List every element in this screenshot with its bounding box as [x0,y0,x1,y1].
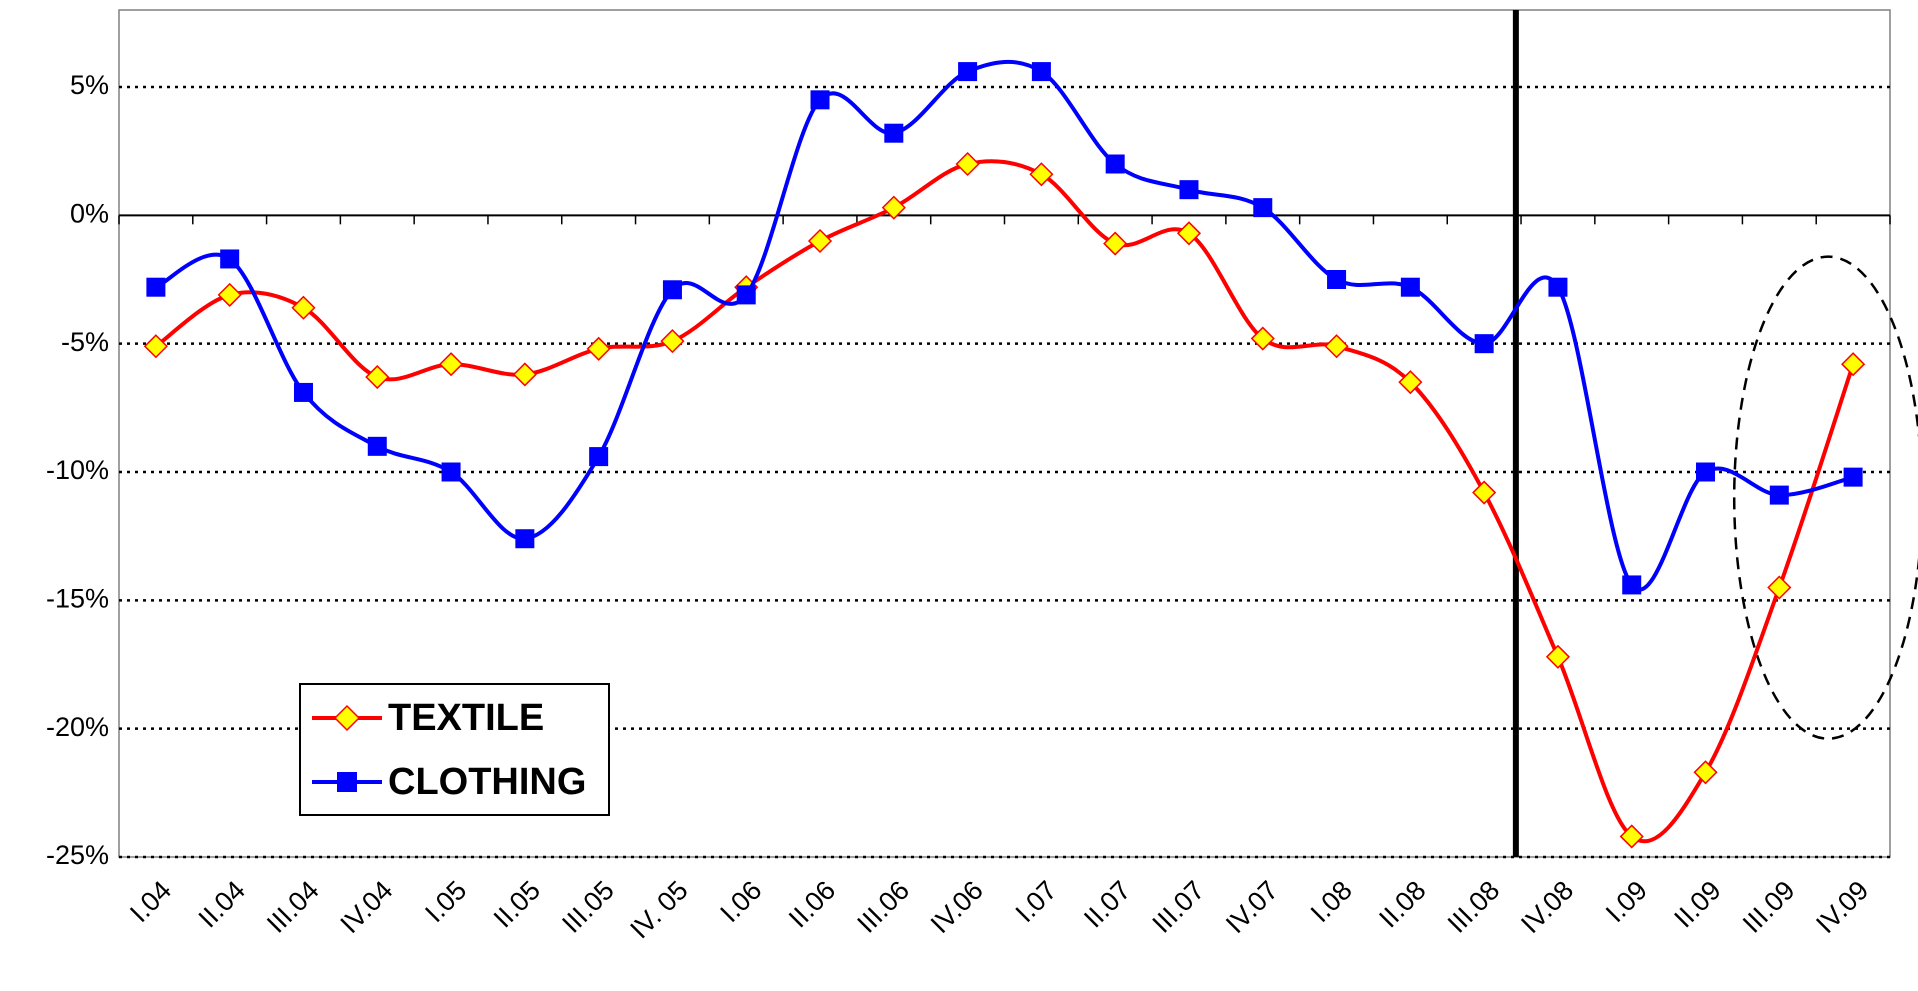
data-point [807,228,833,254]
data-point [220,249,240,269]
data-point [1693,760,1718,785]
data-point [512,362,537,387]
data-point [1398,370,1423,395]
data-point [1472,480,1497,505]
data-point [1250,326,1275,351]
data-point [515,529,535,549]
data-point [881,195,906,220]
data-point [1619,824,1644,849]
y-tick-label: -25% [46,840,109,870]
x-tick-label: I.04 [124,875,177,928]
data-point [955,151,980,177]
legend-marker [337,772,357,792]
data-point [1843,467,1863,487]
x-tick-label: IV.09 [1810,875,1874,939]
data-point [810,90,830,110]
x-tick-label: IV.06 [925,875,989,939]
data-point [1545,644,1570,669]
x-tick-label: IV.08 [1515,875,1579,939]
data-point [1031,62,1051,82]
x-tick-label: I.06 [714,875,767,928]
data-point [1324,334,1349,359]
data-point [1105,154,1125,174]
y-tick-label: -20% [46,712,109,742]
data-point [884,123,904,143]
x-tick-label: I.08 [1305,875,1358,928]
data-point [1696,462,1716,482]
x-tick-label: III.05 [556,875,620,939]
legend-label: CLOTHING [388,761,586,803]
data-point [586,336,611,361]
data-point [146,277,166,297]
x-tick-label: IV.04 [335,875,399,939]
data-point [1327,270,1347,289]
y-tick-label: 0% [70,198,109,228]
data-point [441,462,461,482]
x-tick-label: II.06 [783,875,841,933]
data-point [1103,231,1128,256]
data-point [217,282,242,307]
data-point [1548,277,1568,297]
legend-marker [333,704,361,732]
data-point [1176,221,1202,246]
y-tick-label: 5% [70,70,109,100]
data-point [1179,180,1199,200]
x-tick-label: II.04 [193,875,251,933]
data-point [660,329,685,354]
data-point [958,62,978,82]
legend-box [299,683,610,816]
y-tick-label: -10% [46,455,109,485]
data-point [367,436,387,456]
x-tick-label: I.09 [1600,875,1653,928]
x-tick-label: I.07 [1010,875,1063,928]
data-point [439,352,464,377]
data-point [1769,485,1789,505]
data-point [1767,575,1792,600]
x-tick-label: III.07 [1147,875,1211,939]
x-tick-label: II.08 [1373,875,1431,933]
data-point [293,382,313,402]
data-point [1029,162,1054,187]
data-point [662,280,682,300]
x-tick-label: II.05 [488,875,546,933]
plot-area [118,9,1891,858]
data-point [589,447,609,467]
data-point [1841,352,1866,377]
x-tick-label: III.09 [1737,875,1801,939]
data-point [291,295,316,320]
x-tick-label: II.07 [1078,875,1136,933]
data-point [365,364,390,390]
x-tick-label: II.09 [1668,875,1726,933]
data-point [1474,334,1494,354]
y-tick-label: -5% [61,327,109,357]
y-tick-label: -15% [46,583,109,613]
data-point [736,285,756,305]
data-point [143,334,168,359]
x-tick-label: IV.07 [1220,875,1284,939]
series-line [154,59,1854,592]
highlight [1732,255,1918,740]
x-tick-label: III.04 [261,875,325,939]
data-point [1622,575,1642,595]
x-tick-label: III.06 [851,875,915,939]
data-point [1253,198,1273,218]
data-point [1400,277,1420,297]
x-tick-label: III.08 [1442,875,1506,939]
x-tick-label: I.05 [419,875,472,928]
x-tick-label: IV. 05 [624,875,693,944]
legend-label: TEXTILE [388,697,544,739]
